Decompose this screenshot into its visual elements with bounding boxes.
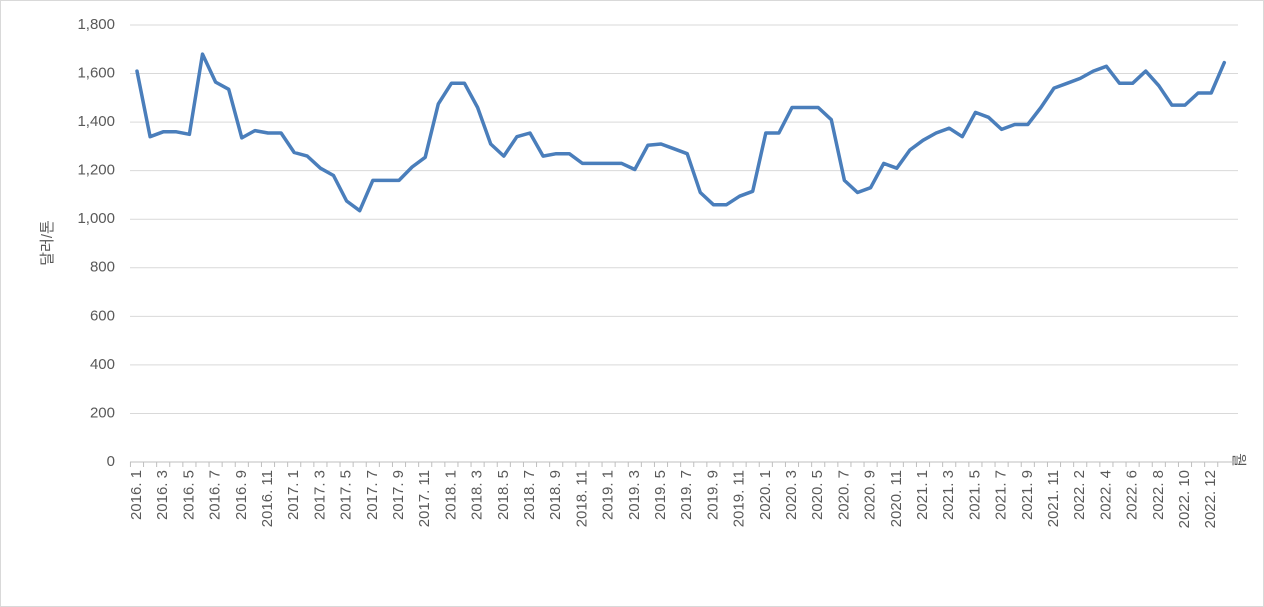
x-tick-label: 2018. 5 [495, 470, 512, 520]
x-tick-label: 2020. 7 [835, 470, 852, 520]
x-tick-label: 2022. 6 [1124, 470, 1141, 520]
x-tick-label: 2019. 11 [731, 470, 748, 527]
x-tick-label: 2016. 5 [180, 470, 197, 520]
x-tick-label: 2019. 9 [704, 470, 721, 520]
x-tick-label: 2022. 10 [1176, 470, 1193, 528]
x-tick-label: 2018. 11 [573, 470, 590, 527]
y-tick-label: 1,400 [77, 113, 115, 130]
x-tick-label: 2019. 5 [652, 470, 669, 520]
x-tick-label: 2016. 9 [233, 470, 250, 520]
y-tick-label: 800 [90, 259, 115, 276]
x-tick-label: 2016. 11 [259, 470, 276, 527]
x-tick-label: 2017. 3 [311, 470, 328, 520]
x-tick-label: 2020. 9 [862, 470, 879, 520]
x-tick-label: 2017. 11 [416, 470, 433, 527]
x-tick-label: 2020. 3 [783, 470, 800, 520]
x-tick-label: 2021. 3 [940, 470, 957, 520]
data-line [135, 52, 1227, 213]
x-tick-label: 2020. 1 [757, 470, 774, 520]
x-tick-label: 2020. 5 [809, 470, 826, 520]
y-tick-label: 0 [107, 453, 115, 470]
x-tick-label: 2018. 9 [547, 470, 564, 520]
y-tick-label: 1,200 [77, 162, 115, 179]
x-axis-label: 월 [1230, 453, 1247, 467]
y-axis-label: 달러/톤 [39, 220, 56, 266]
x-tick-label: 2019. 3 [626, 470, 643, 520]
x-tick-label: 2016. 7 [207, 470, 224, 520]
x-tick-label: 2021. 1 [914, 470, 931, 520]
x-tick-label: 2021. 11 [1045, 470, 1062, 527]
x-tick-label: 2018. 1 [442, 470, 459, 520]
y-tick-label: 600 [90, 307, 115, 324]
x-tick-label: 2020. 11 [888, 470, 905, 527]
x-tick-label: 2021. 5 [966, 470, 983, 520]
x-tick-label: 2022. 4 [1097, 470, 1114, 520]
y-tick-label: 200 [90, 404, 115, 421]
x-tick-label: 2021. 9 [1019, 470, 1036, 520]
x-tick-label: 2016. 1 [128, 470, 145, 520]
x-tick-label: 2016. 3 [154, 470, 171, 520]
x-tick-label: 2019. 7 [678, 470, 695, 520]
x-tick-label: 2018. 7 [521, 470, 538, 520]
x-tick-label: 2022. 2 [1071, 470, 1088, 520]
x-tick-label: 2017. 5 [338, 470, 355, 520]
y-tick-label: 1,800 [77, 16, 115, 33]
x-tick-label: 2022. 12 [1202, 470, 1219, 528]
x-tick-label: 2017. 7 [364, 470, 381, 520]
x-tick-label: 2018. 3 [469, 470, 486, 520]
y-tick-label: 1,000 [77, 210, 115, 227]
x-tick-label: 2022. 8 [1150, 470, 1167, 520]
x-tick-label: 2019. 1 [600, 470, 617, 520]
y-tick-label: 1,600 [77, 65, 115, 82]
y-tick-label: 400 [90, 356, 115, 373]
x-tick-label: 2017. 9 [390, 470, 407, 520]
x-tick-label: 2017. 1 [285, 470, 302, 520]
x-tick-label: 2021. 7 [993, 470, 1010, 520]
